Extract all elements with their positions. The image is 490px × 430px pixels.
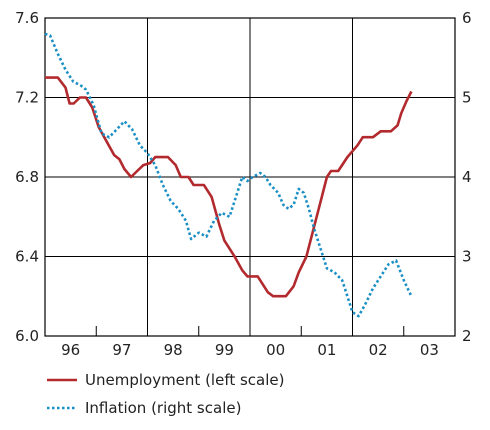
- x-tick-label: 96: [61, 341, 80, 359]
- axis-ticks: [95, 326, 405, 336]
- x-tick-label: 03: [420, 341, 439, 359]
- legend-label-unemployment: Unemployment (left scale): [85, 371, 284, 389]
- legend: Unemployment (left scale) Inflation (rig…: [47, 371, 284, 417]
- y-right-tick-label: 2: [462, 327, 472, 345]
- series-group: [44, 32, 413, 318]
- y-right-tick-label: 3: [462, 248, 472, 266]
- y-right-tick-label: 4: [462, 168, 472, 186]
- y-left-tick-label: 6.8: [15, 168, 39, 186]
- tick-labels: 96 97 98 99 00 01 02 03 6.0 6.4 6.8 7.2 7.6 2 3 4 5 6: [15, 9, 471, 359]
- y-left-tick-label: 7.6: [15, 9, 39, 27]
- legend-label-inflation: Inflation (right scale): [85, 399, 241, 417]
- x-tick-label: 01: [317, 341, 336, 359]
- x-tick-label: 99: [215, 341, 234, 359]
- series-line-unemployment: [45, 76, 413, 298]
- y-right-tick-label: 5: [462, 89, 472, 107]
- x-tick-label: 00: [266, 341, 285, 359]
- y-right-tick-label: 6: [462, 9, 472, 27]
- y-left-tick-label: 6.0: [15, 327, 39, 345]
- y-left-tick-label: 6.4: [15, 248, 39, 266]
- series-line-inflation: [44, 32, 413, 318]
- grid-lines: [45, 18, 455, 336]
- x-tick-label: 98: [164, 341, 183, 359]
- x-tick-label: 02: [369, 341, 388, 359]
- y-left-tick-label: 7.2: [15, 89, 39, 107]
- x-tick-label: 97: [112, 341, 131, 359]
